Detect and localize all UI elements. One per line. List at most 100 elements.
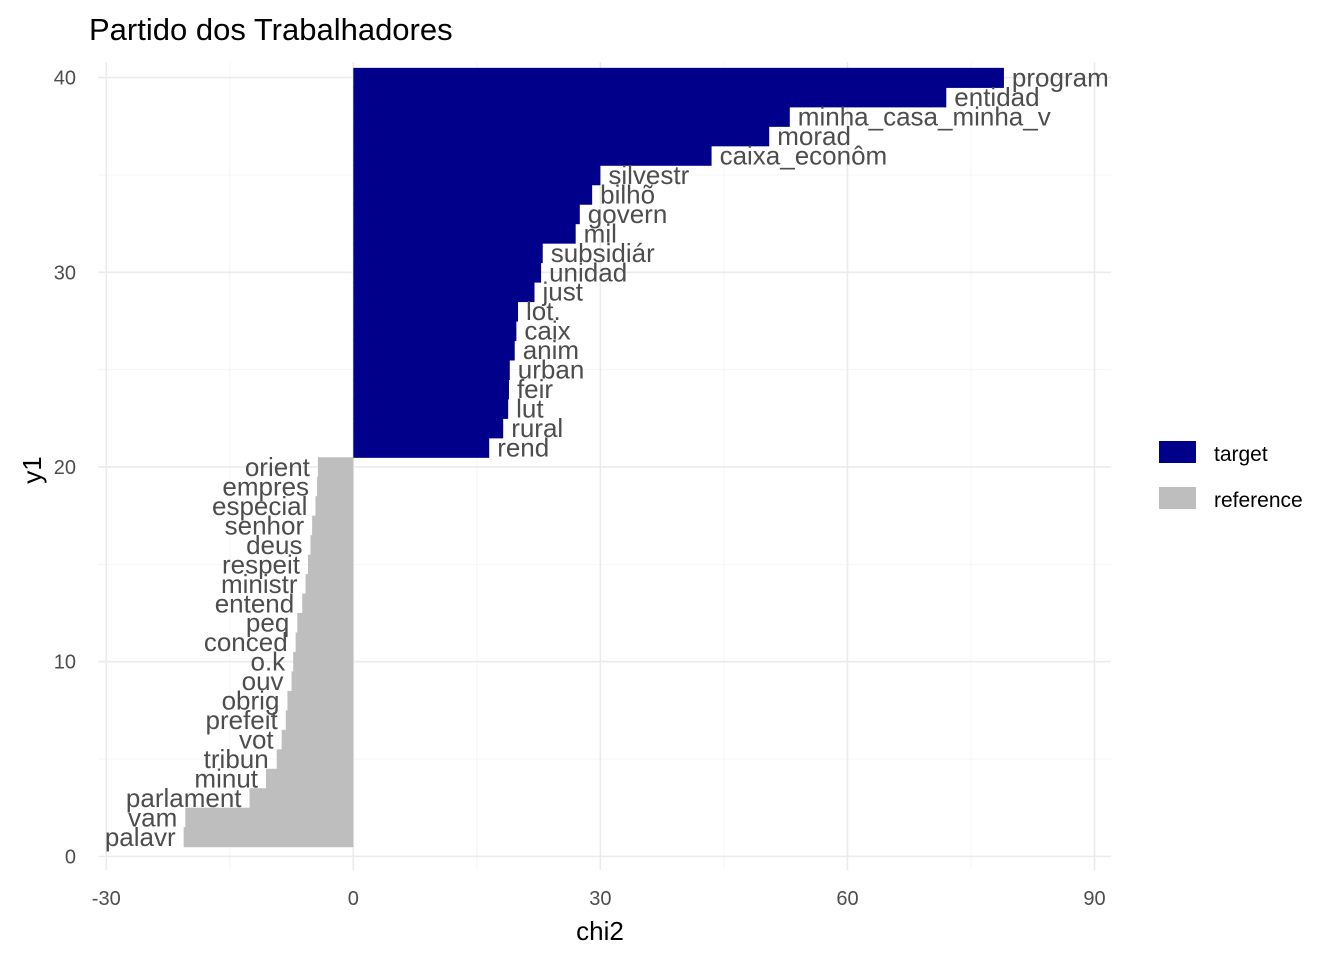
legend-swatch-reference [1159, 487, 1196, 509]
bar-label: rend [497, 433, 549, 463]
bar-reference [287, 690, 354, 711]
bar-target [353, 145, 712, 166]
bar-reference [317, 457, 354, 478]
y-tick-label: 30 [54, 262, 76, 284]
bar-reference [317, 476, 354, 497]
bar-label: vam [128, 802, 177, 832]
bar-target [353, 87, 947, 108]
bar-label: lut [516, 394, 544, 424]
bar-reference [305, 574, 354, 595]
bar-reference [315, 496, 354, 517]
bar-target [353, 223, 576, 244]
bar-label: ouv [242, 666, 284, 696]
bar-target [353, 379, 509, 400]
bar-reference [297, 612, 354, 634]
legend-swatch-target [1159, 441, 1196, 463]
bar-target [353, 67, 1004, 88]
bar-reference [293, 651, 354, 673]
bar-label: lot. [526, 296, 561, 326]
bar-reference [281, 729, 354, 750]
bar-label: parlament [126, 783, 242, 813]
y-axis-title: y1 [17, 456, 47, 483]
chart-title: Partido dos Trabalhadores [89, 12, 453, 47]
y-axis-ticks: 0 10 20 30 40 [54, 68, 76, 869]
x-tick-label: 30 [589, 888, 611, 910]
bar-label: ministr [221, 569, 298, 599]
y-tick-label: 40 [54, 68, 76, 90]
bar-reference [249, 788, 354, 809]
bar-target [353, 301, 519, 322]
bar-target [353, 398, 509, 419]
bar-label: obrig [222, 686, 280, 716]
x-tick-label: 90 [1083, 888, 1105, 910]
bar-label: empres [222, 471, 309, 501]
x-tick-label: 60 [836, 888, 858, 910]
bar-label: anim [523, 335, 579, 365]
bar-label: tribun [204, 744, 269, 774]
bar-label: feir [517, 374, 553, 404]
bar-label: especial [212, 491, 307, 521]
bar-target [353, 282, 535, 303]
bar-target [353, 243, 543, 264]
bar-labels: programentidadminha_casa_minha_vmoradcai… [105, 63, 1109, 852]
x-tick-label: 0 [348, 888, 359, 910]
bar-label: minut [194, 763, 258, 793]
bar-label: silvestr [608, 160, 689, 190]
bar-label: vot [239, 725, 274, 755]
bar-label: caixa_econôm [720, 140, 888, 170]
bar-reference [312, 515, 354, 536]
bar-reference [266, 768, 354, 789]
bar-label: entidad [954, 82, 1039, 112]
bar-label: palavr [105, 822, 176, 852]
bar-target [353, 165, 601, 186]
x-tick-label: -30 [92, 888, 121, 910]
bar-reference [285, 710, 354, 731]
y-tick-label: 0 [65, 846, 76, 868]
bar-label: mil [584, 218, 617, 248]
bar-label: peq [246, 608, 289, 638]
bar-label: rural [511, 413, 563, 443]
bar-label: morad [777, 121, 851, 151]
bar-label: prefeit [206, 705, 279, 735]
bar-label: respeit [222, 549, 301, 579]
bar-label: caix [524, 316, 570, 346]
bar-reference [185, 807, 354, 828]
bar-label: senhor [225, 510, 305, 540]
bar-target [353, 340, 515, 361]
bar-reference [291, 671, 354, 692]
bar-label: urban [518, 355, 585, 385]
bar-label: govern [588, 199, 668, 229]
bar-target [353, 418, 504, 439]
legend-label-reference: reference [1214, 489, 1303, 512]
bar-reference [310, 535, 354, 556]
bar-label: minha_casa_minha_v [798, 102, 1051, 132]
bar-target [353, 126, 770, 147]
bar-label: entend [215, 588, 295, 618]
bar-target [353, 437, 490, 458]
bar-label: unidad [549, 257, 627, 287]
bar-label: subsidiár [551, 238, 655, 268]
bar-target [353, 320, 517, 342]
legend-label-target: target [1214, 443, 1268, 466]
x-axis-ticks: -30 0 30 60 90 [92, 888, 1106, 910]
y-tick-label: 20 [54, 457, 76, 479]
bar-reference [295, 632, 354, 653]
bar-label: bilhõ [600, 179, 655, 209]
bar-label: conced [204, 627, 288, 657]
bar-target [353, 359, 510, 380]
bar-label: program [1012, 63, 1109, 93]
bar-target [353, 184, 593, 205]
bar-label: deus [246, 530, 302, 560]
bars [183, 67, 1004, 848]
bar-label: o.k [251, 647, 287, 677]
bar-reference [308, 554, 354, 575]
bar-target [353, 204, 580, 225]
x-axis-title: chi2 [576, 916, 624, 946]
bar-target [353, 106, 790, 127]
bar-reference [183, 827, 354, 848]
bar-target [353, 262, 542, 283]
bar-reference [276, 749, 354, 770]
legend: target reference [1159, 441, 1303, 512]
bar-label: orient [245, 452, 311, 482]
